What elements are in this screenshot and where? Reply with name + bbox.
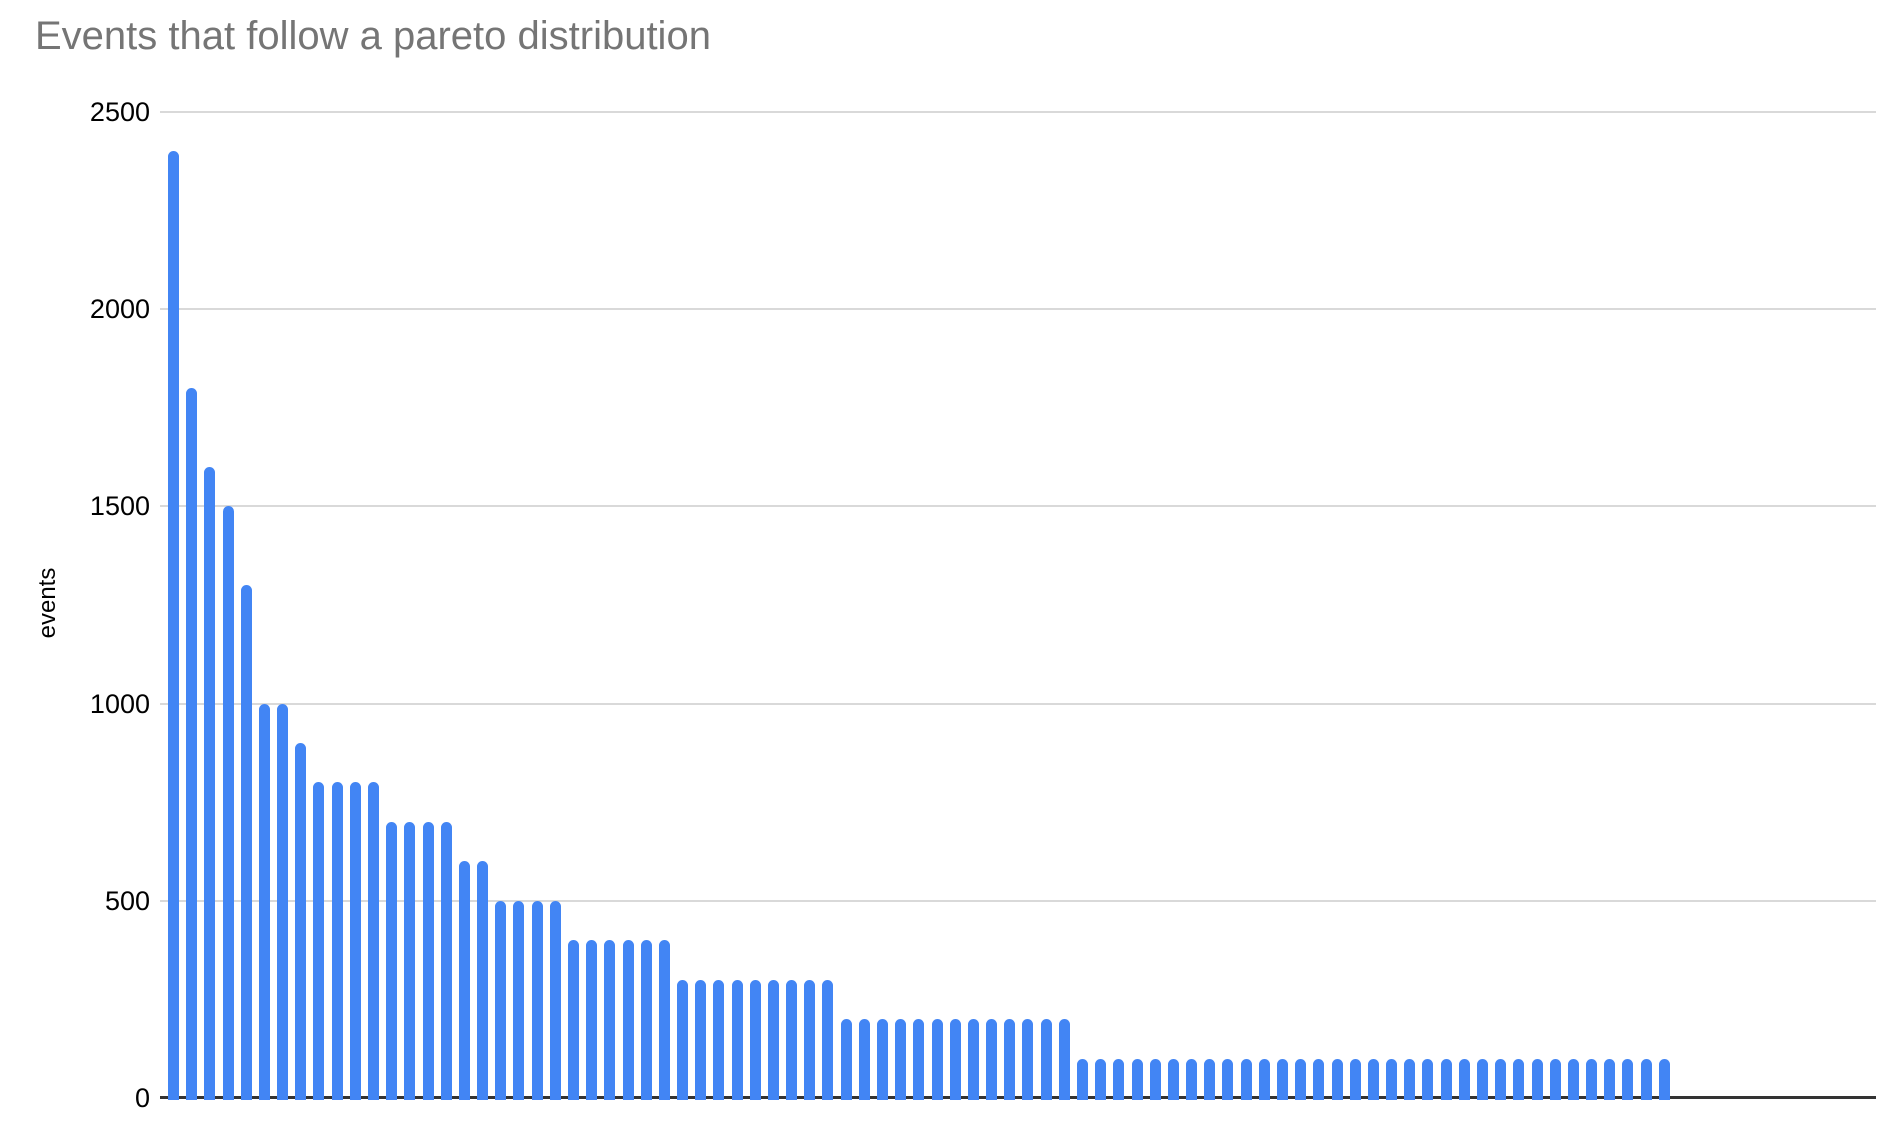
bar [1495,1058,1506,1100]
gridline [160,505,1876,508]
bar [1041,1019,1052,1100]
bar [1422,1058,1433,1100]
bar [732,979,743,1100]
bar [677,979,688,1100]
bar [1259,1058,1270,1100]
bar [1513,1058,1524,1100]
bar [423,821,434,1100]
bar [350,782,361,1100]
bar [550,900,561,1100]
y-tick-label: 2000 [89,294,150,325]
bar [968,1019,979,1100]
y-tick-label: 1000 [89,688,150,719]
bar [659,940,670,1100]
bar [1113,1058,1124,1100]
bar [768,979,779,1100]
bar [1150,1058,1161,1100]
bar [750,979,761,1100]
y-tick-label: 0 [134,1083,150,1113]
bar [1313,1058,1324,1100]
bar [1532,1058,1543,1100]
bar [513,900,524,1100]
bar [332,782,343,1100]
bar [568,940,579,1100]
bar [822,979,833,1100]
bar [495,900,506,1100]
gridline [160,899,1876,902]
bar [313,782,324,1100]
bar [1641,1058,1652,1100]
bar [841,1019,852,1100]
bar [1550,1058,1561,1100]
bar [1222,1058,1233,1100]
bar [641,940,652,1100]
bar [932,1019,943,1100]
y-tick-label: 1500 [89,491,150,522]
y-tick-label: 500 [104,885,150,916]
bar [1441,1058,1452,1100]
x-axis-line [160,1096,1876,1099]
bar [986,1019,997,1100]
bar [623,940,634,1100]
bar [1277,1058,1288,1100]
bar [1568,1058,1579,1100]
bar [1386,1058,1397,1100]
bar [168,151,179,1100]
bar [1404,1058,1415,1100]
chart-title: Events that follow a pareto distribution [35,14,711,58]
bar [1004,1019,1015,1100]
bar [1059,1019,1070,1100]
bar [1186,1058,1197,1100]
bar [1095,1058,1106,1100]
bar [604,940,615,1100]
bar [241,585,252,1100]
bar [586,940,597,1100]
bar [477,861,488,1100]
bar [223,506,234,1100]
bar [1459,1058,1470,1100]
bar [1241,1058,1252,1100]
bar [786,979,797,1100]
bar [441,821,452,1100]
bar [1204,1058,1215,1100]
bar [295,743,306,1100]
bar [1168,1058,1179,1100]
y-tick-label: 2500 [89,97,150,127]
bar [1295,1058,1306,1100]
bar [877,1019,888,1100]
bar [186,388,197,1100]
bar [1622,1058,1633,1100]
bar [804,979,815,1100]
gridline [160,111,1876,113]
bar [1132,1058,1143,1100]
bar [1477,1058,1488,1100]
bar [532,900,543,1100]
gridline [160,702,1876,705]
bar [368,782,379,1100]
bar [1022,1019,1033,1100]
bar [859,1019,870,1100]
bar [913,1019,924,1100]
bar [459,861,470,1100]
bar [1604,1058,1615,1100]
bar [1368,1058,1379,1100]
bar [950,1019,961,1100]
bar [695,979,706,1100]
bar [386,821,397,1100]
bar [895,1019,906,1100]
bar [259,703,270,1100]
gridline [160,308,1876,311]
y-axis-title: events [34,567,61,639]
bar [1659,1058,1670,1100]
bar [1350,1058,1361,1100]
bar [204,466,215,1100]
bar [1077,1058,1088,1100]
bar [713,979,724,1100]
bar [1586,1058,1597,1100]
bar [1332,1058,1343,1100]
bar [404,821,415,1100]
bar [277,703,288,1100]
